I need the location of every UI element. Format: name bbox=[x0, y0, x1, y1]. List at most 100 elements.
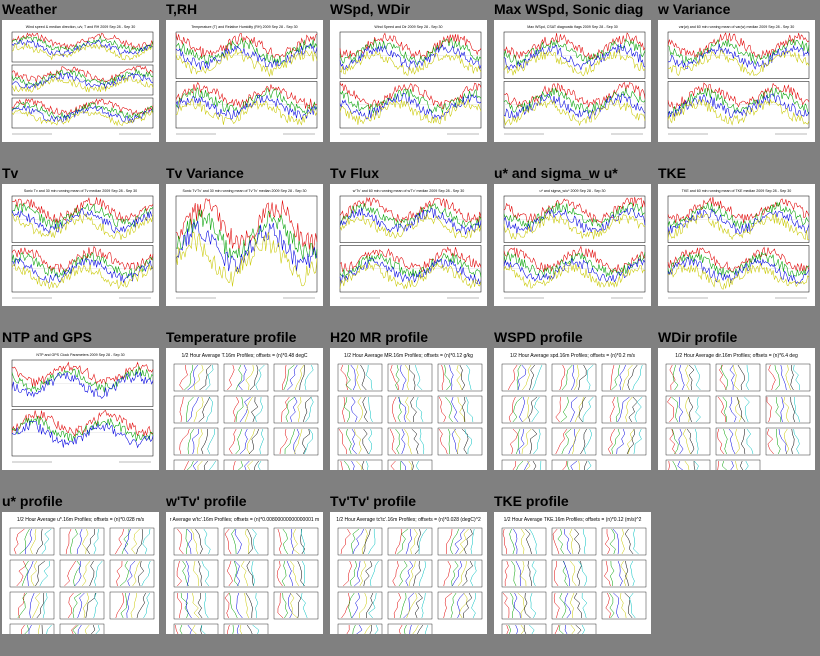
profile-line bbox=[694, 460, 699, 470]
profile-line bbox=[530, 592, 537, 619]
gallery-cell: WDir profile 1/2 Hour Average dir.16m Pro… bbox=[656, 328, 820, 492]
profile-line bbox=[766, 397, 772, 423]
profile-line bbox=[717, 460, 719, 470]
profile-frame bbox=[501, 427, 547, 456]
plot-thumbnail-link[interactable]: w'Tv' and 60 min running mean of w'Tv' m… bbox=[330, 184, 487, 306]
profile-line bbox=[610, 364, 615, 391]
profile-line bbox=[509, 528, 515, 555]
plot-thumbnail-link[interactable]: r Average w'tc'.16m Profiles; offsets = … bbox=[166, 512, 323, 634]
plot-thumbnail-link[interactable]: Wind speed & median direction, u/v, T an… bbox=[2, 20, 159, 142]
plot-thumbnail-image: 1/2 Hour Average TKE.16m Profiles; offse… bbox=[501, 517, 647, 634]
profile-line bbox=[187, 396, 199, 423]
profile-line bbox=[570, 624, 576, 634]
plot-thumbnail-link[interactable]: 1/2 Hour Average u*.16m Profiles; offset… bbox=[2, 512, 159, 634]
profile-line bbox=[303, 396, 312, 423]
profile-line bbox=[282, 592, 288, 619]
profile-line bbox=[404, 428, 412, 455]
plot-thumbnail-link[interactable]: Wind Speed and Dir 2009 Sep 28 - Sep 30 bbox=[330, 20, 487, 142]
profile-line bbox=[246, 428, 255, 455]
profile-line bbox=[94, 560, 103, 587]
profile-line bbox=[41, 624, 43, 634]
profile-line bbox=[190, 528, 199, 555]
profile-line bbox=[586, 364, 594, 391]
profile-line bbox=[525, 460, 531, 470]
profile-line bbox=[694, 428, 699, 455]
profile-line bbox=[399, 592, 407, 619]
profile-frame bbox=[173, 459, 219, 470]
plot-thumbnail-image: Sonic Tv'Tv' and 30 min running mean of … bbox=[175, 189, 318, 299]
profile-line bbox=[511, 560, 517, 587]
plot-thumbnail-link[interactable]: Sonic Tv'Tv' and 30 min running mean of … bbox=[166, 184, 323, 306]
profile-line bbox=[13, 528, 25, 555]
series-line bbox=[503, 262, 646, 289]
profile-line bbox=[251, 396, 259, 423]
series-line bbox=[339, 88, 482, 115]
plot-thumbnail-link[interactable]: Sonic Tv and 30 min running mean of Tv m… bbox=[2, 184, 159, 306]
profile-line bbox=[557, 528, 564, 555]
plot-caption: Wind Speed and Dir 2009 Sep 28 - Sep 30 bbox=[374, 25, 442, 29]
profile-line bbox=[452, 560, 463, 587]
profile-line bbox=[745, 364, 750, 391]
profile-line bbox=[205, 364, 214, 391]
profile-line bbox=[31, 592, 41, 619]
plot-thumbnail-link[interactable]: NTP and GPS Clock Parameters 2009 Sep 28… bbox=[2, 348, 159, 470]
profile-line bbox=[564, 624, 568, 634]
plot-thumbnail-link[interactable]: 1/2 Hour Average tc'tc'.16m Profiles; of… bbox=[330, 512, 487, 634]
plot-caption: Sonic Tv'Tv' and 30 min running mean of … bbox=[182, 189, 306, 193]
profile-line bbox=[522, 396, 529, 423]
profile-line bbox=[398, 560, 408, 587]
plot-thumbnail-link[interactable]: u* and sigma_w/u* 2009 Sep 28 - Sep 30 bbox=[494, 184, 651, 306]
profile-line bbox=[730, 460, 734, 470]
profile-line bbox=[609, 396, 616, 423]
profile-line bbox=[417, 624, 424, 634]
profile-line bbox=[633, 528, 639, 555]
profile-line bbox=[722, 396, 727, 422]
profile-line bbox=[584, 428, 593, 455]
series-line bbox=[12, 257, 154, 284]
profile-line bbox=[368, 529, 376, 555]
profile-line bbox=[185, 560, 190, 587]
plot-thumbnail-link[interactable]: 1/2 Hour Average MR.16m Profiles; offset… bbox=[330, 348, 487, 470]
gallery-cell: WSPD profile 1/2 Hour Average spd.16m Pro… bbox=[492, 328, 656, 492]
profile-line bbox=[46, 624, 52, 634]
profile-line bbox=[282, 528, 288, 555]
series-line bbox=[11, 75, 154, 93]
plot-thumbnail-link[interactable]: Temperature (T) and Relative Humidity (R… bbox=[166, 20, 323, 142]
profile-line bbox=[77, 624, 82, 634]
plot-thumbnail-link[interactable]: 1/2 Hour Average TKE.16m Profiles; offse… bbox=[494, 512, 651, 634]
profile-line bbox=[454, 528, 465, 555]
series-line bbox=[175, 81, 318, 110]
plot-thumbnail-link[interactable]: TKE and 60 min running mean of TKE media… bbox=[658, 184, 815, 306]
plot-thumbnail-link[interactable]: Max WSpd, CSAT diagnostic flags 2009 Sep… bbox=[494, 20, 651, 142]
profile-line bbox=[737, 364, 745, 391]
plot-thumbnail-link[interactable]: var(w) and 60 min running mean of var(w)… bbox=[658, 20, 815, 142]
profile-line bbox=[411, 428, 419, 455]
profile-line bbox=[239, 428, 248, 455]
profile-line bbox=[517, 364, 527, 391]
profile-line bbox=[409, 560, 416, 587]
profile-line bbox=[193, 396, 204, 423]
plot-caption: Sonic Tv and 30 min running mean of Tv m… bbox=[24, 189, 137, 193]
profile-frame bbox=[437, 527, 483, 556]
profile-line bbox=[179, 428, 190, 455]
profile-line bbox=[462, 560, 473, 587]
plot-thumbnail-link[interactable]: 1/2 Hour Average spd.16m Profiles; offse… bbox=[494, 348, 651, 470]
profile-line bbox=[192, 460, 198, 470]
profile-line bbox=[67, 592, 74, 619]
profile-frame bbox=[337, 559, 383, 588]
profile-line bbox=[119, 560, 129, 587]
plot-thumbnail-link[interactable]: 1/2 Hour Average T.16m Profiles; offsets… bbox=[166, 348, 323, 470]
profile-line bbox=[607, 428, 616, 455]
profile-line bbox=[195, 528, 203, 555]
profile-frame bbox=[387, 427, 433, 456]
profile-line bbox=[581, 624, 585, 634]
series-line bbox=[11, 39, 154, 58]
plot-thumbnail-image: r Average w'tc'.16m Profiles; offsets = … bbox=[170, 517, 319, 634]
profile-line bbox=[740, 460, 744, 470]
gallery-cell: TKE profile 1/2 Hour Average TKE.16m Prof… bbox=[492, 492, 656, 656]
plot-thumbnail-link[interactable]: 1/2 Hour Average dir.16m Profiles; offse… bbox=[658, 348, 815, 470]
profile-line bbox=[506, 624, 509, 634]
plot-thumbnail-image: 1/2 Hour Average T.16m Profiles; offsets… bbox=[173, 353, 319, 470]
series-line bbox=[339, 37, 482, 65]
plot-caption: w'Tv' and 60 min running mean of w'Tv' m… bbox=[353, 189, 464, 193]
